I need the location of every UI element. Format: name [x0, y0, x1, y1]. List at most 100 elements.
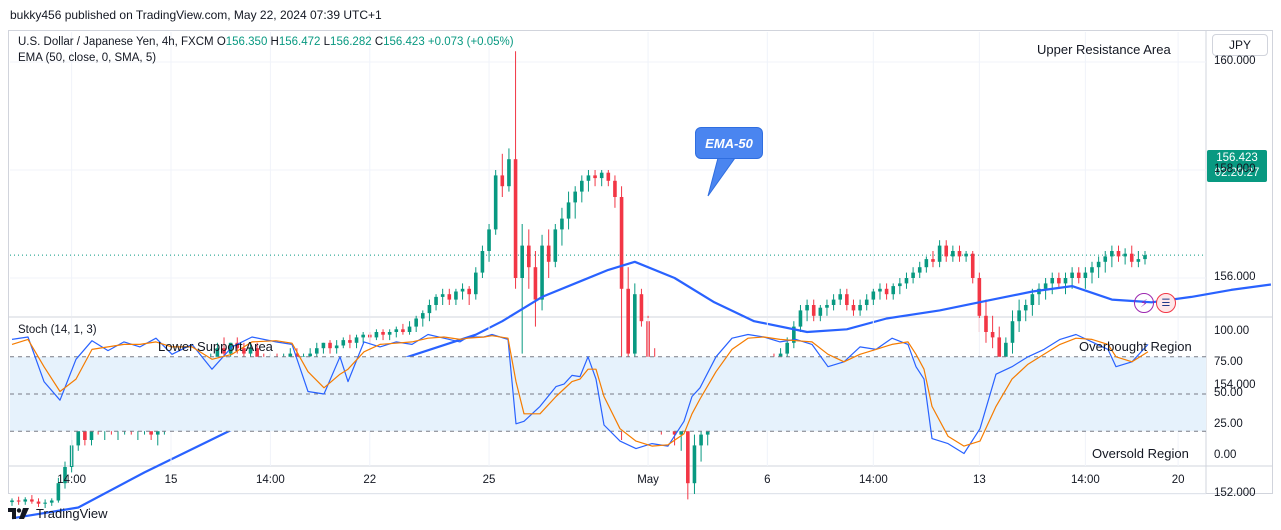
high-label: H: [270, 36, 279, 48]
footer-brand[interactable]: TradingView: [8, 503, 108, 523]
time-axis-tick: May: [637, 474, 659, 486]
candle-body: [931, 259, 935, 262]
time-axis-tick: 22: [363, 474, 377, 486]
candle-body: [354, 337, 359, 343]
candle-body: [917, 267, 922, 273]
candle-body: [970, 253, 975, 278]
candle-body: [858, 305, 862, 311]
candle-body: [36, 501, 41, 504]
time-axis-tick: 14:00: [256, 474, 285, 486]
candle-body: [964, 253, 968, 257]
candle-body: [805, 305, 809, 311]
candle-body: [500, 175, 505, 187]
indicator-icons: ⚡ ☰: [1134, 293, 1176, 313]
bar-countdown: 02:20:27: [1214, 167, 1260, 179]
price-axis-tick: 154.000: [1214, 379, 1256, 391]
candle-body: [586, 175, 591, 181]
ema-legend[interactable]: EMA (50, close, 0, SMA, 5): [18, 52, 157, 64]
last-price-tag: 156.423 02:20:27: [1207, 150, 1267, 182]
candle-body: [434, 296, 438, 305]
candle-body: [527, 245, 531, 268]
time-axis-tick: 20: [1171, 474, 1185, 486]
candle-body: [838, 294, 843, 300]
stoch-k-line: [11, 333, 1149, 455]
candle-body: [924, 259, 929, 268]
stoch-axis-tick: 75.00: [1214, 356, 1243, 368]
candle-body: [639, 294, 644, 322]
time-axis-tick: 14:00: [57, 474, 87, 486]
price-axis-tick: 156.000: [1214, 271, 1256, 283]
candle-body: [1143, 255, 1147, 260]
candle-body: [348, 340, 352, 343]
candle-body: [937, 245, 942, 262]
change-value: +0.073 (+0.05%): [427, 36, 514, 48]
candle-body: [507, 159, 511, 187]
candle-body: [407, 326, 412, 332]
price-pane: [8, 30, 1273, 520]
candle-body: [242, 348, 246, 354]
lightning-icon[interactable]: ⚡: [1134, 293, 1154, 313]
currency-button[interactable]: JPY: [1212, 34, 1268, 56]
candle-body: [1129, 253, 1134, 262]
candle-body: [613, 180, 617, 197]
candle-body: [328, 342, 332, 349]
candle-body: [884, 288, 889, 295]
us-flag-icon[interactable]: ☰: [1156, 293, 1176, 313]
candle-body: [606, 172, 611, 181]
candle-body: [831, 299, 836, 305]
candle-body: [427, 305, 432, 314]
candle-body: [1090, 267, 1094, 273]
candle-body: [692, 445, 697, 484]
candle-body: [155, 429, 160, 435]
candle-body: [898, 283, 902, 287]
candle-body: [447, 294, 452, 300]
price-legend: U.S. Dollar / Japanese Yen, 4h, FXCM O15…: [18, 36, 514, 48]
candle-body: [944, 245, 949, 257]
stoch-axis-tick: 0.00: [1214, 449, 1237, 461]
candle-body: [487, 229, 491, 251]
candle-body: [16, 500, 21, 502]
candle-body: [891, 286, 896, 295]
candle-body: [845, 294, 849, 305]
candle-body: [513, 159, 518, 278]
candle-body: [533, 267, 538, 300]
candle-body: [798, 310, 803, 327]
candle-body: [1023, 305, 1028, 311]
candle-body: [951, 251, 955, 257]
candle-body: [30, 499, 34, 502]
candle-body: [493, 175, 498, 230]
stoch-legend[interactable]: Stoch (14, 1, 3): [18, 324, 97, 336]
candle-body: [619, 197, 624, 289]
candle-body: [977, 278, 982, 316]
time-axis-tick: 6: [764, 474, 771, 486]
candle-body: [1063, 278, 1068, 284]
footer-brand-text: TradingView: [36, 505, 108, 521]
candle-body: [43, 502, 47, 504]
candle-body: [63, 467, 67, 484]
tradingview-logo-icon: [8, 508, 29, 519]
price-axis-tick: 158.000: [1214, 163, 1256, 175]
candle-body: [1116, 251, 1121, 257]
candle-body: [1043, 283, 1048, 289]
time-axis-tick: 14:00: [1070, 474, 1100, 486]
candle-body: [321, 342, 326, 349]
close-value: 156.423: [383, 36, 425, 48]
candle-body: [1030, 294, 1035, 305]
candle-body: [1103, 256, 1108, 262]
candle-body: [361, 334, 365, 338]
candle-body: [1110, 251, 1114, 257]
candle-body: [686, 429, 690, 484]
candle-body: [871, 291, 876, 300]
symbol-title: U.S. Dollar / Japanese Yen, 4h, FXCM: [18, 36, 214, 48]
stoch-axis-tick: 25.00: [1214, 418, 1243, 430]
candle-body: [811, 305, 816, 316]
candle-body: [474, 272, 478, 295]
candle-body: [480, 251, 485, 273]
candle-body: [633, 294, 637, 354]
candle-body: [1010, 321, 1015, 343]
close-label: C: [374, 36, 384, 48]
candle-body: [1096, 261, 1101, 268]
time-axis-tick: 15: [164, 474, 178, 486]
candle-body: [1083, 272, 1088, 278]
